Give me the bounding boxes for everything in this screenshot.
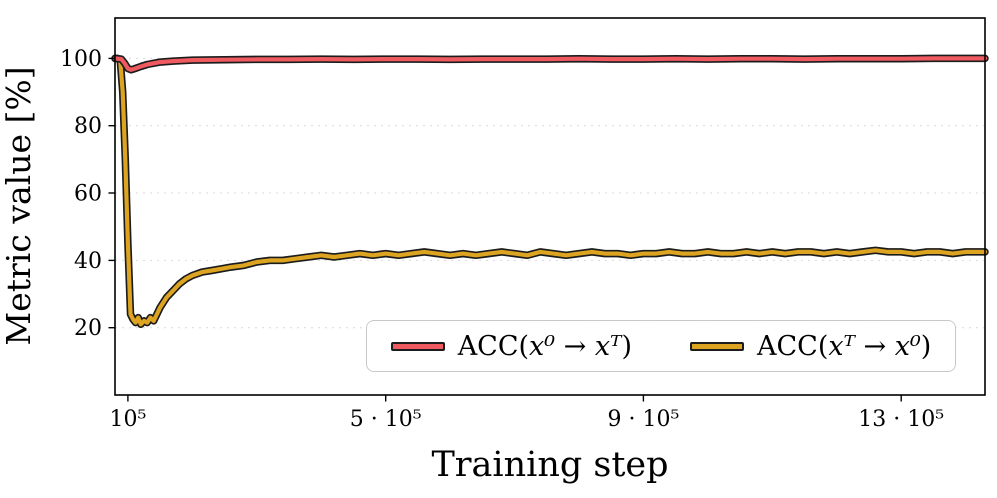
series-acc-reverse [111,54,989,329]
x-tick-label-5: 5 · 10⁵ [350,407,422,432]
legend-label-acc-forward: ACC(x⁰ → xᵀ) [457,330,632,362]
x-tick-labels: 10⁵ 5 · 10⁵ 9 · 10⁵ 13 · 10⁵ [109,407,944,432]
legend-entry-acc-reverse: ACC(xᵀ → x⁰) [690,331,931,362]
x-tick-label-9: 9 · 10⁵ [608,407,680,432]
acc-reverse-line [112,56,988,327]
x-tick-label-1: 10⁵ [109,407,146,432]
legend-line-sample-orange [690,341,744,351]
gridlines [115,57,985,329]
tick-marks [108,57,902,402]
x-axis-label: Training step [431,445,668,485]
acc-reverse-line-outline [111,54,989,329]
legend-label-acc-reverse: ACC(xᵀ → x⁰) [757,330,932,362]
series-acc-forward [111,54,989,74]
y-tick-label-100: 100 [60,47,102,72]
legend-line-sample-red [390,341,445,351]
x-tick-label-13: 13 · 10⁵ [858,407,944,432]
acc-forward-line [112,56,988,72]
y-tick-labels: 20 40 60 80 100 [60,47,102,341]
y-tick-label-60: 60 [74,182,102,207]
legend-entry-acc-forward: ACC(x⁰ → xᵀ) [390,330,632,362]
y-axis-label: Metric value [%] [0,66,38,345]
axes-spine [114,17,986,396]
y-tick-label-80: 80 [74,114,102,139]
legend: ACC(x⁰ → xᵀ) ACC(xᵀ → x⁰) [366,320,956,372]
y-tick-label-20: 20 [74,316,102,341]
y-tick-label-40: 40 [74,249,102,274]
